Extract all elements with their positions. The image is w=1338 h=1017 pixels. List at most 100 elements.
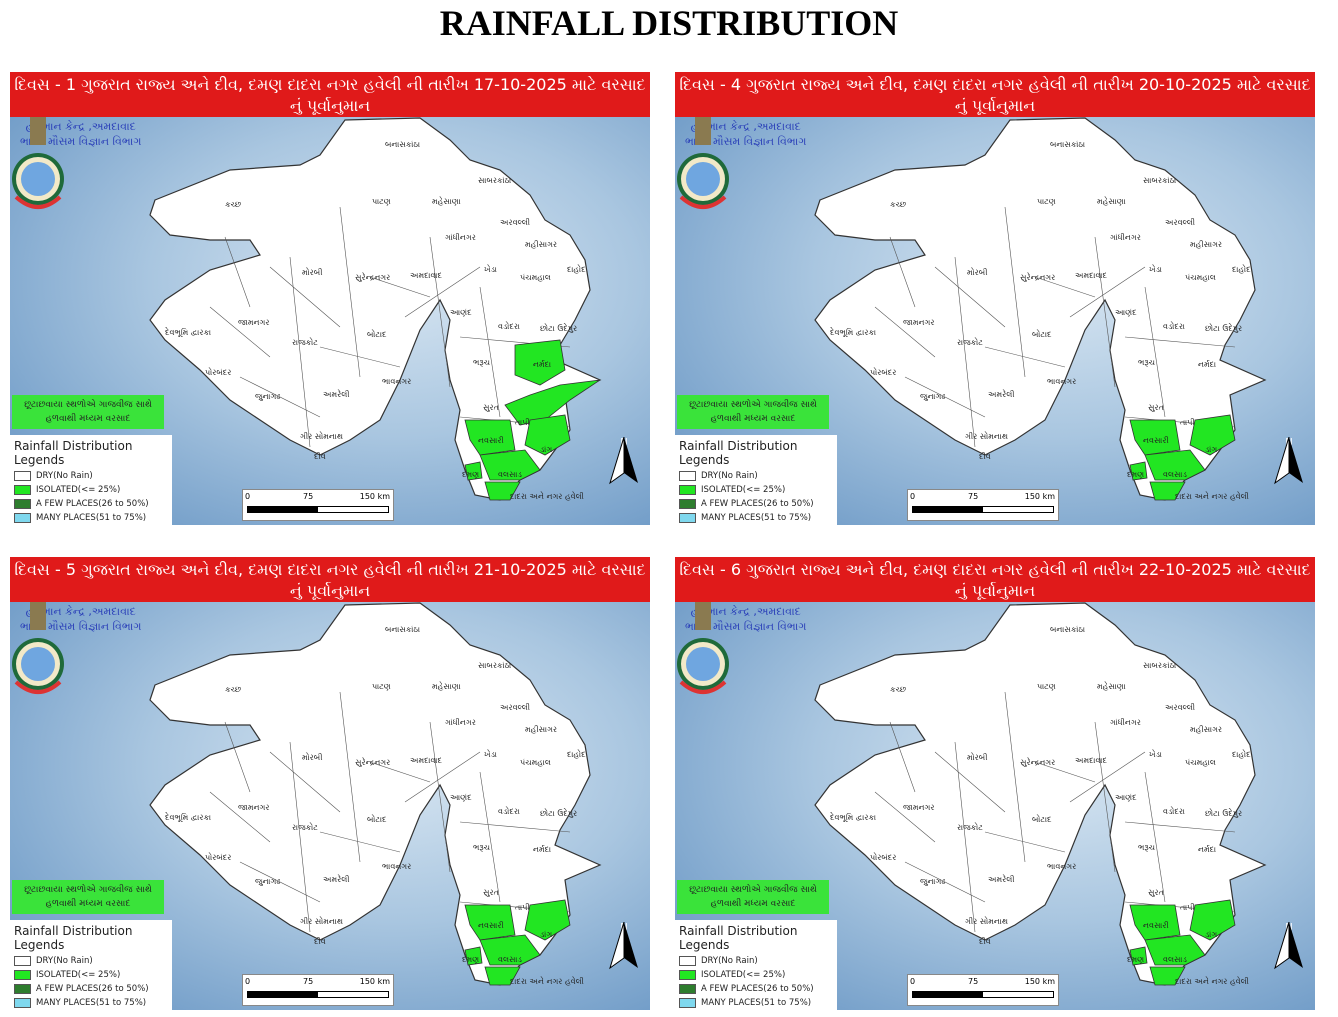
forecast-note: છૂટાછવાયા સ્થળોએ ગાજવીજ સાથે હળવાથી મધ્ય… bbox=[12, 395, 164, 429]
legend-item: DRY(No Rain) bbox=[14, 954, 168, 968]
legend-item: MANY PLACES(51 to 75%) bbox=[14, 996, 168, 1010]
office-label: હવામાન કેન્દ્ર ,અમદાવાદ ભારત મૌસમ વિજ્ઞાન… bbox=[20, 604, 141, 634]
office-line: હવામાન કેન્દ્ર ,અમદાવાદ bbox=[25, 120, 136, 133]
district-label: કચ્છ bbox=[225, 200, 242, 209]
district-label: ખેડા bbox=[484, 265, 497, 274]
district-label: સાબરકાંઠા bbox=[1143, 176, 1177, 185]
scale-tick: 0 bbox=[245, 977, 251, 986]
legend-label: DRY(No Rain) bbox=[36, 956, 93, 966]
gujarat-map: હવામાન કેન્દ્ર ,અમદાવાદ ભારત મૌસમ વિજ્ઞાન… bbox=[10, 602, 650, 1010]
district-label: ભરૂચ bbox=[1138, 358, 1156, 367]
state-outline bbox=[149, 117, 602, 501]
district-label: બનાસકાંઠા bbox=[385, 625, 421, 634]
district-label: સુરત bbox=[483, 403, 499, 412]
legend-swatch bbox=[14, 970, 31, 980]
legend-item: ISOLATED(<= 25%) bbox=[679, 968, 833, 982]
district-label: જુનાગઢ bbox=[920, 877, 946, 886]
isolated-rain-area bbox=[524, 414, 571, 456]
legend-item: ISOLATED(<= 25%) bbox=[679, 483, 833, 497]
district-label: અમદાવાદ bbox=[1075, 756, 1107, 765]
imd-logo-icon bbox=[677, 602, 729, 694]
district-label: પંચમહાલ bbox=[520, 273, 551, 282]
district-label: ભરૂચ bbox=[1138, 843, 1156, 852]
district-label: ગીર સોમનાથ bbox=[300, 432, 343, 441]
legend-item: ISOLATED(<= 25%) bbox=[14, 968, 168, 982]
district-label: છોટા ઉદેપુર bbox=[1205, 324, 1243, 333]
district-label: નર્મદા bbox=[533, 845, 552, 854]
district-label: દીવ bbox=[979, 452, 991, 461]
scale-tick: 75 bbox=[968, 492, 979, 501]
legend: Rainfall Distribution Legends DRY(No Rain… bbox=[675, 920, 837, 1010]
district-label: વડોદરા bbox=[498, 322, 520, 331]
district-label: અમરેલી bbox=[323, 875, 350, 884]
isolated-rain-area bbox=[464, 419, 516, 456]
district-label: નવસારી bbox=[478, 921, 504, 930]
district-label: ખેડા bbox=[484, 750, 497, 759]
district-label: અમરેલી bbox=[988, 875, 1015, 884]
district-label: દેવભૂમિ દ્વારકા bbox=[165, 328, 212, 337]
district-label: ગાંધીનગર bbox=[1110, 233, 1141, 242]
imd-logo-icon bbox=[12, 117, 64, 209]
district-label: ગાંધીનગર bbox=[1110, 718, 1141, 727]
district-label: ભાવનગર bbox=[1047, 377, 1077, 386]
district-label: દાહોદ bbox=[567, 750, 586, 759]
legend-label: DRY(No Rain) bbox=[701, 471, 758, 481]
district-label: અરવલ્લી bbox=[1165, 703, 1196, 712]
district-label: દેવભૂમિ દ્વારકા bbox=[165, 813, 212, 822]
map-svg bbox=[149, 602, 602, 986]
district-label: નવસારી bbox=[1143, 436, 1169, 445]
scale-tick: 75 bbox=[968, 977, 979, 986]
legend-label: MANY PLACES(51 to 75%) bbox=[36, 513, 147, 523]
district-label: મોરબી bbox=[302, 268, 323, 277]
isolated-rain-area bbox=[504, 379, 601, 426]
district-label: છોટા ઉદેપુર bbox=[1205, 809, 1243, 818]
forecast-note: છૂટાછવાયા સ્થળોએ ગાજવીજ સાથે હળવાથી મધ્ય… bbox=[12, 880, 164, 914]
district-label: રાજકોટ bbox=[957, 823, 983, 832]
district-label: ખેડા bbox=[1149, 265, 1162, 274]
district-label: ડાંગ bbox=[540, 445, 553, 454]
district-label: વલસાડ bbox=[498, 470, 522, 479]
district-label: જામનગર bbox=[903, 318, 935, 327]
district-label: અમદાવાદ bbox=[410, 756, 442, 765]
legend: Rainfall Distribution Legends DRY(No Rain… bbox=[10, 435, 172, 525]
legend-swatch bbox=[14, 485, 31, 495]
isolated-rain-area bbox=[1149, 481, 1186, 501]
panel-header: દિવસ - 4 ગુજરાત રાજ્ય અને દીવ, દમણ દાદરા… bbox=[675, 72, 1315, 117]
district-label: જામનગર bbox=[238, 803, 270, 812]
gujarat-map: હવામાન કેન્દ્ર ,અમદાવાદ ભારત મૌસમ વિજ્ઞાન… bbox=[10, 117, 650, 525]
legend-swatch bbox=[679, 499, 696, 509]
forecast-panel-2: દિવસ - 4 ગુજરાત રાજ્ય અને દીવ, દમણ દાદરા… bbox=[675, 72, 1315, 525]
legend-swatch bbox=[679, 970, 696, 980]
north-arrow-icon bbox=[1274, 437, 1303, 485]
legend-swatch bbox=[679, 485, 696, 495]
legend-label: A FEW PLACES(26 to 50%) bbox=[36, 499, 149, 509]
district-label: ડાંગ bbox=[1205, 445, 1218, 454]
district-label: સુરત bbox=[1148, 403, 1164, 412]
office-line: હવામાન કેન્દ્ર ,અમદાવાદ bbox=[690, 605, 801, 618]
isolated-rain-area bbox=[479, 934, 541, 966]
office-line: હવામાન કેન્દ્ર ,અમદાવાદ bbox=[25, 605, 136, 618]
scale-bar: 0 75 150 km bbox=[242, 974, 394, 1006]
district-label: જામનગર bbox=[903, 803, 935, 812]
isolated-rain-area bbox=[464, 461, 483, 481]
office-label: હવામાન કેન્દ્ર ,અમદાવાદ ભારત મૌસમ વિજ્ઞાન… bbox=[20, 119, 141, 149]
office-line: હવામાન કેન્દ્ર ,અમદાવાદ bbox=[690, 120, 801, 133]
district-label: ગાંધીનગર bbox=[445, 718, 476, 727]
district-label: દીવ bbox=[979, 937, 991, 946]
district-label: તાપી bbox=[1180, 418, 1195, 427]
district-label: બનાસકાંઠા bbox=[1050, 140, 1086, 149]
district-label: બનાસકાંઠા bbox=[1050, 625, 1086, 634]
legend-swatch bbox=[679, 513, 696, 523]
scale-bar-graphic bbox=[247, 991, 389, 998]
office-line: ભારત મૌસમ વિજ્ઞાન વિભાગ bbox=[20, 135, 142, 148]
legend-item: ISOLATED(<= 25%) bbox=[14, 483, 168, 497]
district-label: મહેસાણા bbox=[1097, 682, 1126, 691]
district-label: તાપી bbox=[515, 903, 530, 912]
office-line: ભારત મૌસમ વિજ્ઞાન વિભાગ bbox=[20, 620, 142, 633]
district-label: દાહોદ bbox=[1232, 750, 1251, 759]
district-label: દમણ bbox=[462, 955, 480, 964]
office-line: ભારત મૌસમ વિજ્ઞાન વિભાગ bbox=[685, 620, 807, 633]
scale-tick: 0 bbox=[245, 492, 251, 501]
legend-swatch bbox=[679, 471, 696, 481]
district-label: અમરેલી bbox=[323, 390, 350, 399]
